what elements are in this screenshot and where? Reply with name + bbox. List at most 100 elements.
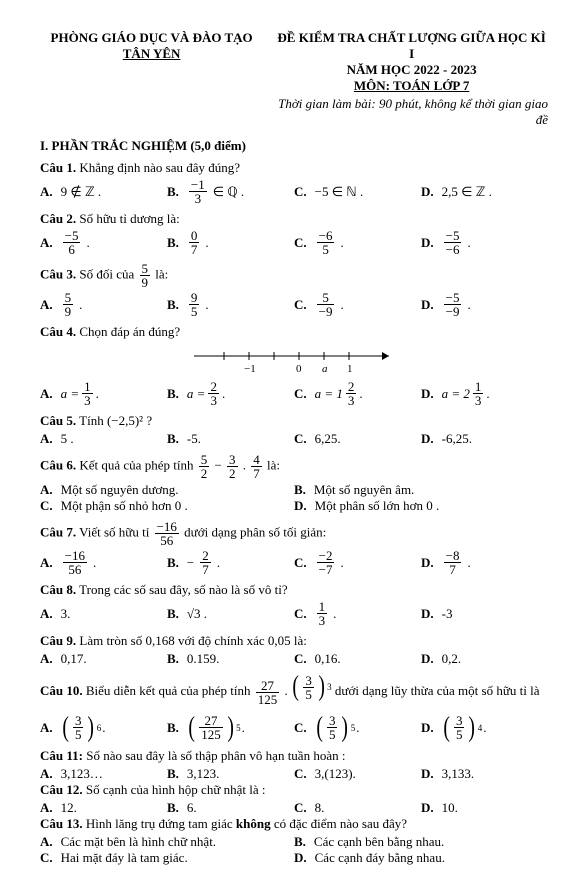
q3-opt-c: C.5−9. — [294, 291, 421, 318]
number-line: −1 0 a 1 — [184, 344, 404, 378]
q13-opt-a: A.Các mặt bên là hình chữ nhật. — [40, 834, 294, 850]
q10-opt-a: A. (35)6. — [40, 714, 167, 742]
q11-opt-a: A.3,123… — [40, 766, 167, 782]
question-10: Câu 10. Biểu diễn kết quả của phép tính … — [40, 673, 548, 742]
q2-stem: Số hữu tỉ dương là: — [76, 211, 180, 226]
q3-opt-b: B.95. — [167, 291, 294, 318]
q3-opt-d: D.−5−9. — [421, 291, 548, 318]
q1-opt-b: B. −13 ∈ ℚ . — [167, 178, 294, 205]
q7-opt-d: D.−87. — [421, 549, 548, 576]
q1-label: Câu 1. — [40, 160, 76, 175]
q2-opt-a: A.−56. — [40, 229, 167, 256]
q12-opt-d: D.10. — [421, 800, 548, 816]
q8-label: Câu 8. — [40, 582, 76, 597]
q4-opt-c: C.a = 123. — [294, 380, 421, 407]
q8-opt-a: A.3. — [40, 600, 167, 627]
q7-label: Câu 7. — [40, 524, 76, 539]
question-13: Câu 13. Hình lăng trụ đứng tam giác khôn… — [40, 816, 548, 866]
q5-opt-a: A.5 . — [40, 431, 167, 447]
question-1: Câu 1. Khẳng định nào sau đây đúng? A.9 … — [40, 160, 548, 205]
q5-opt-d: D.-6,25. — [421, 431, 548, 447]
q12-opt-a: A.12. — [40, 800, 167, 816]
q5-label: Câu 5. — [40, 413, 76, 428]
q6-opt-b: B.Một số nguyên âm. — [294, 482, 548, 498]
q8-opt-c: C.13. — [294, 600, 421, 627]
q10-opt-d: D. (35)4. — [421, 714, 548, 742]
question-7: Câu 7. Viết số hữu tỉ −1656 dưới dạng ph… — [40, 520, 548, 576]
q11-opt-d: D.3,133. — [421, 766, 548, 782]
header-right: ĐỀ KIỂM TRA CHẤT LƯỢNG GIỮA HỌC KÌ I NĂM… — [275, 30, 548, 128]
q9-opt-d: D.0,2. — [421, 651, 548, 667]
q12-stem: Số cạnh của hình hộp chữ nhật là : — [83, 782, 266, 797]
q7-opt-c: C.−2−7. — [294, 549, 421, 576]
svg-text:−1: −1 — [244, 363, 256, 375]
q9-opt-b: B.0.159. — [167, 651, 294, 667]
q5-opt-c: C.6,25. — [294, 431, 421, 447]
q2-opt-c: C.−65. — [294, 229, 421, 256]
q5-stem: Tính (−2,5)² ? — [76, 413, 152, 428]
q1-stem: Khẳng định nào sau đây đúng? — [76, 160, 240, 175]
question-6: Câu 6. Kết quả của phép tính 52 − 32 . 4… — [40, 453, 548, 514]
q6-opt-a: A.Một số nguyên dương. — [40, 482, 294, 498]
q9-stem: Làm tròn số 0,168 với độ chính xác 0,05 … — [76, 633, 307, 648]
svg-text:0: 0 — [296, 363, 302, 375]
q3-opt-a: A.59. — [40, 291, 167, 318]
q4-opt-b: B.a = 23. — [167, 380, 294, 407]
q10-label: Câu 10. — [40, 683, 83, 698]
time-note: Thời gian làm bài: 90 phút, không kể thờ… — [275, 96, 548, 128]
q11-opt-b: B.3,123. — [167, 766, 294, 782]
q13-label: Câu 13. — [40, 816, 83, 831]
q4-opt-a: A.a = 13. — [40, 380, 167, 407]
q8-stem: Trong các số sau đây, số nào là số vô tỉ… — [76, 582, 287, 597]
q10-opt-b: B. (27125)5. — [167, 714, 294, 742]
q8-opt-d: D.-3 — [421, 600, 548, 627]
header: PHÒNG GIÁO DỤC VÀ ĐÀO TẠO TÂN YÊN ĐỀ KIỂ… — [40, 30, 548, 128]
q2-opt-d: D.−5−6. — [421, 229, 548, 256]
district-name: TÂN YÊN — [40, 46, 263, 62]
q2-opt-b: B.07. — [167, 229, 294, 256]
question-4: Câu 4. Chọn đáp án đúng? −1 0 a 1 A.a = … — [40, 324, 548, 407]
q4-stem: Chọn đáp án đúng? — [76, 324, 180, 339]
q11-stem: Số nào sau đây là số thập phân vô hạn tu… — [83, 748, 345, 763]
q5-opt-b: B.-5. — [167, 431, 294, 447]
subject: MÔN: TOÁN LỚP 7 — [275, 78, 548, 94]
question-9: Câu 9. Làm tròn số 0,168 với độ chính xá… — [40, 633, 548, 667]
org-name: PHÒNG GIÁO DỤC VÀ ĐÀO TẠO — [40, 30, 263, 46]
q11-label: Câu 11: — [40, 748, 83, 763]
question-12: Câu 12. Số cạnh của hình hộp chữ nhật là… — [40, 782, 548, 816]
header-left: PHÒNG GIÁO DỤC VÀ ĐÀO TẠO TÂN YÊN — [40, 30, 263, 128]
question-5: Câu 5. Tính (−2,5)² ? A.5 . B.-5. C.6,25… — [40, 413, 548, 447]
question-8: Câu 8. Trong các số sau đây, số nào là s… — [40, 582, 548, 627]
school-year: NĂM HỌC 2022 - 2023 — [275, 62, 548, 78]
q4-label: Câu 4. — [40, 324, 76, 339]
q10-opt-c: C. (35)5. — [294, 714, 421, 742]
question-2: Câu 2. Số hữu tỉ dương là: A.−56. B.07. … — [40, 211, 548, 256]
q12-label: Câu 12. — [40, 782, 83, 797]
svg-text:a: a — [322, 363, 328, 375]
q1-opt-a: A.9 ∉ ℤ . — [40, 178, 167, 205]
q8-opt-b: B.√3 . — [167, 600, 294, 627]
q3-label: Câu 3. — [40, 266, 76, 281]
q7-opt-a: A.−1656. — [40, 549, 167, 576]
q6-label: Câu 6. — [40, 457, 76, 472]
q12-opt-c: C.8. — [294, 800, 421, 816]
question-3: Câu 3. Số đối của 59 là: A.59. B.95. C.5… — [40, 262, 548, 318]
q6-opt-c: C.Một phận số nhỏ hơn 0 . — [40, 498, 294, 514]
q6-opt-d: D.Một phân số lớn hơn 0 . — [294, 498, 548, 514]
q11-opt-c: C.3,(123). — [294, 766, 421, 782]
q2-label: Câu 2. — [40, 211, 76, 226]
q4-opt-d: D.a = 213. — [421, 380, 548, 407]
svg-text:1: 1 — [347, 363, 353, 375]
section-title: I. PHẦN TRẮC NGHIỆM (5,0 điểm) — [40, 138, 548, 154]
q13-opt-b: B.Các cạnh bên bằng nhau. — [294, 834, 548, 850]
exam-title: ĐỀ KIỂM TRA CHẤT LƯỢNG GIỮA HỌC KÌ I — [275, 30, 548, 62]
question-11: Câu 11: Số nào sau đây là số thập phân v… — [40, 748, 548, 782]
q7-opt-b: B.− 27. — [167, 549, 294, 576]
q13-opt-d: D.Các cạnh đáy bằng nhau. — [294, 850, 548, 866]
q9-opt-a: A.0,17. — [40, 651, 167, 667]
q13-opt-c: C.Hai mặt đáy là tam giác. — [40, 850, 294, 866]
q9-label: Câu 9. — [40, 633, 76, 648]
q12-opt-b: B.6. — [167, 800, 294, 816]
q1-opt-c: C.−5 ∈ ℕ . — [294, 178, 421, 205]
q9-opt-c: C.0,16. — [294, 651, 421, 667]
